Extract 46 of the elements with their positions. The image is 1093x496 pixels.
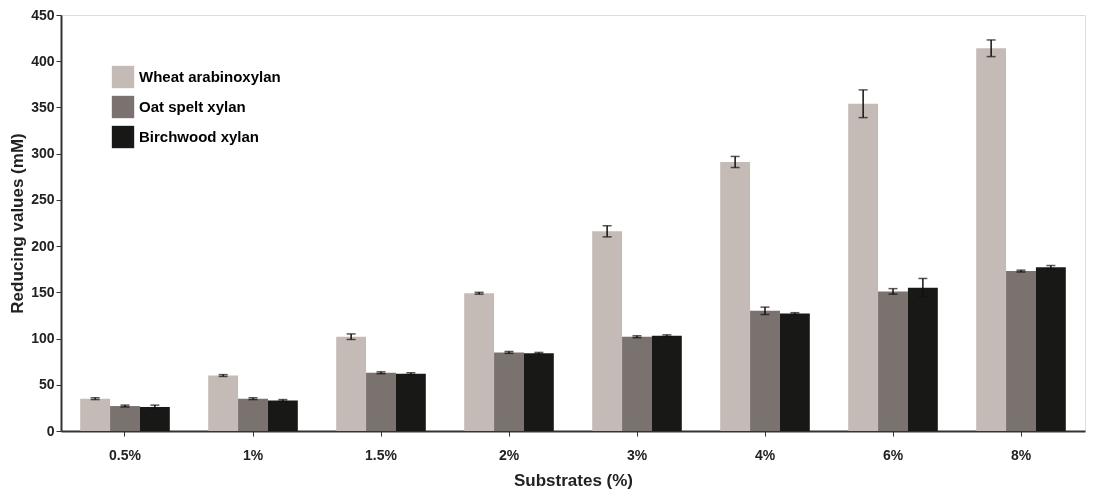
bar: [976, 48, 1007, 431]
bar: [267, 400, 298, 431]
x-tick-label: 1%: [242, 446, 264, 463]
bar: [622, 336, 652, 431]
bar: [592, 231, 623, 431]
y-tick-label: 150: [31, 283, 55, 300]
y-axis-title: Reducing values (mM): [8, 133, 28, 314]
x-tick-label: 1.5%: [365, 446, 398, 463]
bar: [848, 103, 879, 431]
x-tick-label: 3%: [626, 446, 648, 463]
bar: [208, 375, 239, 431]
bar: [80, 398, 111, 431]
bar: [366, 372, 396, 431]
bar: [395, 373, 426, 431]
y-tick-label: 450: [31, 6, 55, 23]
x-axis-title: Substrates (%): [513, 470, 634, 490]
y-tick-label: 250: [31, 191, 55, 208]
bar: [750, 310, 780, 431]
bar: [110, 406, 140, 431]
bar: [139, 406, 170, 431]
bar: [779, 313, 810, 431]
y-tick-label: 0: [46, 422, 55, 439]
y-tick-label: 200: [31, 237, 55, 254]
legend-label: Oat spelt xylan: [139, 98, 246, 115]
bar: [720, 161, 751, 431]
bar: [336, 336, 367, 431]
x-tick-label: 2%: [498, 446, 520, 463]
x-tick-label: 8%: [1010, 446, 1032, 463]
bar: [523, 353, 554, 431]
legend-label: Birchwood xylan: [139, 128, 260, 145]
bar: [238, 398, 268, 431]
bar: [1035, 267, 1066, 431]
bar: [651, 335, 682, 431]
x-tick-label: 6%: [882, 446, 904, 463]
y-tick-label: 100: [31, 330, 55, 347]
bar: [1006, 271, 1036, 431]
bar: [464, 293, 495, 431]
y-tick-label: 300: [31, 145, 55, 162]
x-tick-label: 4%: [754, 446, 776, 463]
y-tick-label: 400: [31, 52, 55, 69]
x-tick-label: 0.5%: [109, 446, 142, 463]
legend-label: Wheat arabinoxylan: [139, 68, 281, 85]
bar: [494, 352, 524, 431]
y-tick-label: 350: [31, 98, 55, 115]
y-tick-label: 50: [38, 376, 55, 393]
bar: [878, 291, 908, 431]
